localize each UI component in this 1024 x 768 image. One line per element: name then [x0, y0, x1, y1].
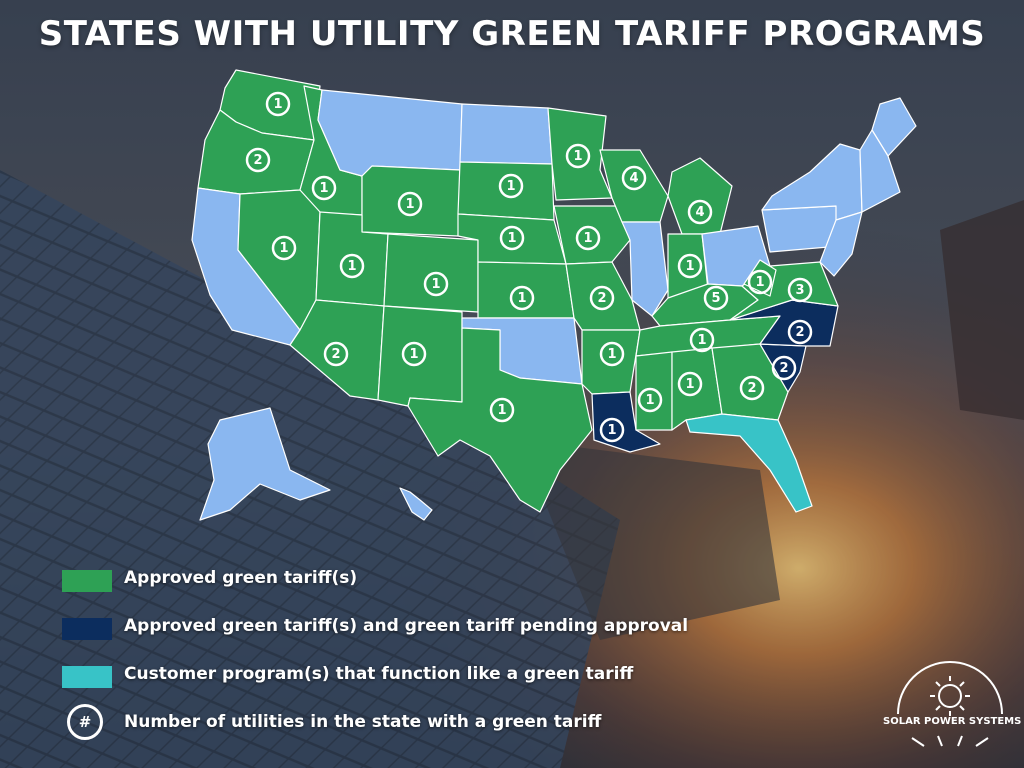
legend-swatch-approved [62, 570, 112, 592]
count-badge-ne [499, 225, 525, 251]
count-label-tx: 1 [497, 403, 506, 418]
count-label-nm: 1 [409, 347, 418, 362]
count-label-ar: 1 [607, 347, 616, 362]
legend-label-approved: Approved green tariff(s) [124, 568, 358, 588]
count-badge-ia [575, 225, 601, 251]
count-label-al: 1 [685, 377, 694, 392]
legend-swatch-approved-pending [62, 618, 112, 640]
sun-icon [897, 661, 1003, 747]
count-badge-sd [498, 173, 524, 199]
count-badge-wv [747, 269, 773, 295]
count-label-ms: 1 [645, 393, 654, 408]
count-label-id: 1 [319, 181, 328, 196]
count-label-co: 1 [431, 277, 440, 292]
legend-count-symbol: # [67, 704, 103, 740]
state-NM[interactable] [377, 305, 463, 407]
utility-count-badges: 1 2 1 1 1 1 4 4 1 1 1 1 1 1 1 2 5 1 3 2 1 1 1 2 2 1 1 1 2 1 [245, 91, 813, 443]
count-label-la: 1 [607, 423, 616, 438]
count-label-mn: 1 [573, 149, 582, 164]
count-label-or: 2 [253, 153, 262, 168]
count-label-nc: 2 [795, 325, 804, 340]
count-label-in: 1 [685, 259, 694, 274]
count-badge-sc [771, 355, 797, 381]
count-badge-tn [689, 327, 715, 353]
solar-power-systems-logo: SOLAR POWER SYSTEMS [883, 658, 1021, 748]
count-label-wv: 1 [755, 275, 764, 290]
count-label-wi: 4 [629, 171, 638, 186]
count-badge-wi [621, 165, 647, 191]
state-HI[interactable] [399, 487, 433, 521]
count-badge-id [311, 175, 337, 201]
count-badge-nm [401, 341, 427, 367]
count-label-az: 2 [331, 347, 340, 362]
state-KS[interactable] [477, 261, 575, 319]
count-badge-mo [589, 285, 615, 311]
count-label-sc: 2 [779, 361, 788, 376]
state-WY[interactable] [361, 165, 461, 237]
legend-label-count: Number of utilities in the state with a … [124, 712, 602, 732]
count-label-wa: 1 [273, 97, 282, 112]
count-badge-az [323, 341, 349, 367]
count-badge-ga [739, 375, 765, 401]
count-label-ne: 1 [507, 231, 516, 246]
state-MD-NJ[interactable] [819, 211, 863, 277]
state-ND[interactable] [459, 103, 553, 165]
count-label-mi: 4 [695, 205, 704, 220]
legend-label-customer-program: Customer program(s) that function like a… [124, 664, 634, 684]
count-badge-nc [787, 319, 813, 345]
state-GA[interactable] [711, 343, 789, 421]
state-AR[interactable] [581, 329, 641, 395]
count-badge-wa [265, 91, 291, 117]
state-AK[interactable] [199, 407, 331, 521]
legend-swatch-customer-program [62, 666, 112, 688]
count-badge-ut [339, 253, 365, 279]
count-badge-mi [687, 199, 713, 225]
count-badge-nv [271, 235, 297, 261]
state-LA[interactable] [591, 391, 661, 453]
count-label-va: 3 [795, 283, 804, 298]
count-label-ky: 5 [711, 291, 720, 306]
count-badge-wy [397, 191, 423, 217]
state-MT[interactable] [317, 89, 463, 177]
count-badge-in [677, 253, 703, 279]
count-label-ia: 1 [583, 231, 592, 246]
count-label-sd: 1 [506, 179, 515, 194]
count-badge-va [787, 277, 813, 303]
legend-label-approved-pending: Approved green tariff(s) and green tarif… [124, 616, 689, 636]
count-label-mo: 2 [597, 291, 606, 306]
state-IA[interactable] [553, 205, 631, 265]
count-badge-or [245, 147, 271, 173]
count-label-tn: 1 [697, 333, 706, 348]
count-badge-al [677, 371, 703, 397]
logo-text: SOLAR POWER SYSTEMS [883, 716, 1022, 727]
count-badge-ms [637, 387, 663, 413]
count-badge-tx [489, 397, 515, 423]
count-label-ut: 1 [347, 259, 356, 274]
count-badge-mn [565, 143, 591, 169]
map-title: STATES WITH UTILITY GREEN TARIFF PROGRAM… [38, 14, 986, 54]
count-badge-la [599, 417, 625, 443]
count-label-ga: 2 [747, 381, 756, 396]
count-label-nv: 1 [279, 241, 288, 256]
count-badge-ar [599, 341, 625, 367]
count-badge-ky [703, 285, 729, 311]
count-label-wy: 1 [405, 197, 414, 212]
count-label-ks: 1 [517, 291, 526, 306]
state-NE-region[interactable] [859, 129, 901, 213]
count-badge-co [423, 271, 449, 297]
state-FL[interactable] [685, 413, 813, 513]
count-badge-ks [509, 285, 535, 311]
